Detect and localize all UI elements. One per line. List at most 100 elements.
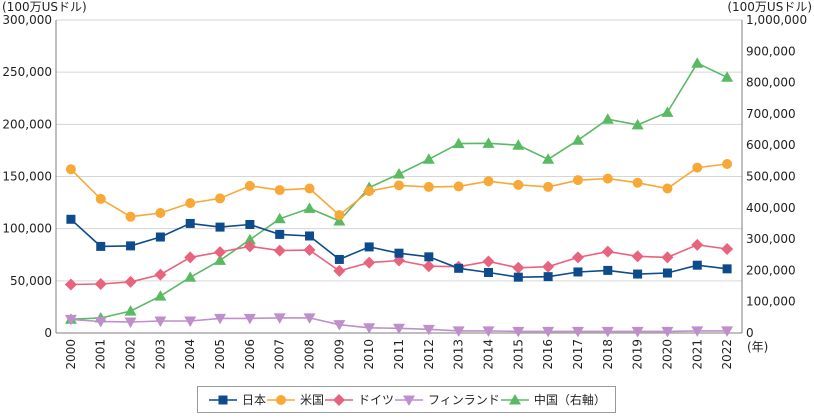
marker-triangle-up	[154, 290, 167, 301]
right-tick-label: 0	[746, 326, 754, 340]
legend-item: 米国	[266, 391, 324, 408]
marker-triangle-down	[601, 326, 614, 338]
marker-circle	[692, 162, 703, 173]
series-2	[64, 238, 734, 291]
marker-triangle-up	[542, 153, 555, 164]
x-tick-label: 2022	[720, 339, 734, 370]
marker-diamond	[542, 260, 555, 273]
legend-item: ドイツ	[324, 391, 394, 408]
marker-circle	[453, 181, 464, 192]
left-tick-label: 50,000	[10, 274, 52, 288]
x-tick-label: 2004	[183, 339, 197, 370]
marker-triangle-down	[631, 326, 644, 338]
marker-triangle-down	[403, 395, 416, 406]
marker-diamond	[273, 244, 286, 257]
marker-triangle-down	[721, 326, 734, 337]
marker-square	[573, 267, 583, 277]
series-line	[70, 218, 728, 279]
marker-triangle-down	[273, 313, 286, 324]
marker-diamond	[184, 251, 197, 264]
marker-circle	[274, 185, 285, 196]
marker-triangle-down	[393, 323, 405, 335]
marker-circle	[185, 198, 196, 209]
x-tick-label: 2000	[64, 339, 78, 370]
marker-diamond	[124, 275, 137, 288]
marker-diamond	[243, 240, 256, 253]
left-tick-label: 100,000	[2, 222, 52, 236]
marker-triangle-up	[512, 139, 525, 150]
marker-circle	[572, 175, 583, 186]
marker-triangle-down	[661, 326, 674, 338]
marker-triangle-down	[452, 326, 465, 337]
legend-swatch	[209, 395, 237, 404]
x-tick-label: 2019	[631, 339, 645, 370]
marker-square	[543, 272, 553, 282]
x-tick-label: 2011	[392, 339, 406, 370]
marker-triangle-up	[482, 137, 495, 148]
marker-triangle-up	[452, 137, 465, 149]
marker-triangle-down	[94, 317, 107, 328]
marker-diamond	[482, 255, 495, 268]
marker-triangle-down	[64, 314, 77, 326]
marker-diamond	[422, 260, 435, 273]
right-tick-label: 300,000	[746, 232, 796, 246]
marker-circle	[722, 158, 733, 169]
marker-circle	[662, 183, 673, 194]
legend-label: 中国（右軸）	[533, 393, 606, 407]
x-tick-label: 2021	[690, 339, 704, 370]
left-axis-ticks: 0 50,000 100,000 150,000 200,000 250,000 300,0…	[2, 13, 52, 340]
marker-square	[155, 232, 165, 242]
marker-triangle-down	[124, 317, 137, 329]
x-tick-label: 2017	[571, 339, 585, 370]
right-tick-label: 400,000	[746, 201, 796, 215]
series-3	[64, 313, 734, 338]
marker-square	[334, 254, 344, 264]
marker-triangle-down	[482, 326, 495, 337]
x-tick-label: 2007	[273, 339, 287, 370]
x-tick-label: 2014	[481, 339, 495, 370]
marker-triangle-up	[214, 254, 227, 265]
marker-triangle-up	[422, 153, 435, 164]
marker-diamond	[601, 245, 614, 258]
x-tick-label: 2018	[601, 339, 615, 370]
marker-circle	[513, 179, 524, 190]
marker-square	[215, 222, 225, 232]
legend-swatch	[325, 393, 354, 406]
right-tick-label: 700,000	[746, 107, 796, 121]
series-1	[65, 158, 733, 222]
legend-item: 中国（右軸）	[500, 391, 606, 408]
left-tick-label: 300,000	[2, 13, 52, 27]
marker-triangle-down	[512, 326, 525, 338]
marker-square	[633, 269, 643, 279]
series-0	[66, 214, 732, 282]
marker-square	[424, 252, 434, 262]
x-tick-label: 2015	[511, 339, 525, 370]
marker-triangle-up	[243, 233, 256, 245]
marker-diamond	[333, 264, 346, 277]
series-layer	[64, 57, 734, 338]
left-tick-label: 250,000	[2, 65, 52, 79]
marker-circle	[304, 183, 315, 194]
series-4	[64, 57, 734, 324]
marker-square	[245, 219, 255, 229]
right-tick-label: 900,000	[746, 44, 796, 58]
x-tick-label: 2002	[124, 339, 138, 370]
marker-square	[722, 264, 732, 274]
marker-diamond	[64, 278, 77, 291]
right-tick-label: 600,000	[746, 138, 796, 152]
right-axis-ticks: 0 100,000 200,000 300,000 400,000 500,000 600,…	[746, 13, 807, 340]
marker-square	[185, 218, 195, 228]
marker-circle	[334, 210, 345, 221]
marker-diamond	[631, 250, 644, 263]
x-tick-label: 2008	[303, 339, 317, 370]
right-tick-label: 800,000	[746, 76, 796, 90]
marker-square	[692, 260, 702, 270]
marker-triangle-up	[303, 202, 316, 213]
x-axis-ticks: 2000 2001 2002 2003 2004 2005 2006 2007 2008 2009…	[64, 339, 734, 370]
marker-circle	[125, 211, 136, 222]
legend-swatch	[267, 394, 296, 405]
marker-diamond	[721, 243, 734, 256]
marker-square	[662, 268, 672, 278]
x-tick-label: 2016	[541, 339, 555, 370]
marker-triangle-down	[184, 316, 197, 328]
